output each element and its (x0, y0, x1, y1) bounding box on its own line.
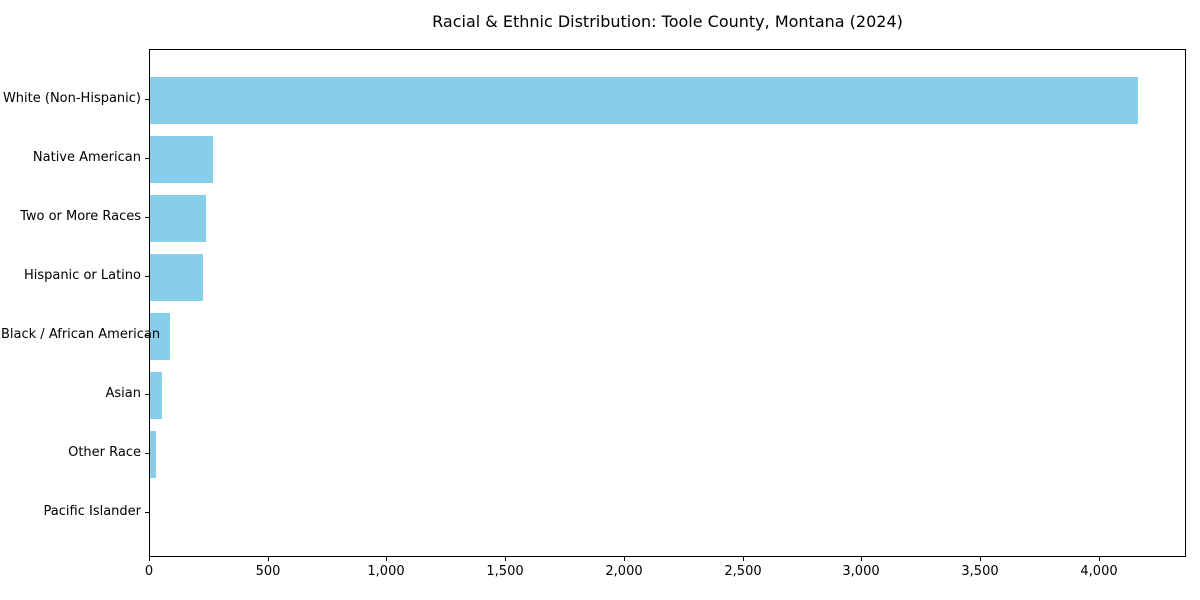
x-tick-mark (743, 557, 744, 561)
bar-white-non-hispanic (150, 76, 1138, 124)
y-tick-mark (145, 394, 149, 395)
y-tick-mark (145, 158, 149, 159)
y-tick-mark (145, 453, 149, 454)
y-tick-mark (145, 512, 149, 513)
x-tick-mark (624, 557, 625, 561)
y-label-asian: Asian (105, 386, 141, 401)
bar-asian (150, 371, 162, 419)
y-label-pacific-islander: Pacific Islander (43, 504, 141, 519)
x-tick-mark (980, 557, 981, 561)
y-tick-mark (145, 217, 149, 218)
y-label-white-non-hispanic: White (Non-Hispanic) (2, 91, 141, 106)
x-tick-label-3500: 3,500 (961, 564, 999, 579)
y-tick-mark (145, 335, 149, 336)
x-tick-label-2000: 2,000 (605, 564, 643, 579)
y-label-hispanic-or-latino: Hispanic or Latino (23, 268, 141, 283)
bar-other-race (150, 430, 156, 478)
bar-hispanic-or-latino (150, 253, 203, 301)
x-tick-label-2500: 2,500 (724, 564, 762, 579)
x-tick-label-1500: 1,500 (486, 564, 524, 579)
bar-black-african-american (150, 312, 170, 360)
chart-title: Racial & Ethnic Distribution: Toole Coun… (432, 12, 903, 31)
x-tick-label-1000: 1,000 (367, 564, 405, 579)
y-label-black-african-american: Black / African American (1, 327, 161, 342)
y-label-native-american: Native American (32, 150, 141, 165)
x-tick-mark (386, 557, 387, 561)
x-tick-label-3000: 3,000 (842, 564, 880, 579)
x-tick-mark (268, 557, 269, 561)
x-tick-mark (505, 557, 506, 561)
y-tick-mark (145, 276, 149, 277)
bar-two-or-more-races (150, 194, 206, 242)
y-label-two-or-more-races: Two or More Races (20, 209, 141, 224)
x-tick-mark (861, 557, 862, 561)
x-tick-mark (149, 557, 150, 561)
y-label-other-race: Other Race (68, 445, 141, 460)
x-tick-label-4000: 4,000 (1080, 564, 1118, 579)
x-tick-label-0: 0 (144, 564, 154, 579)
x-tick-mark (1099, 557, 1100, 561)
bar-native-american (150, 135, 213, 183)
plot-area (149, 49, 1186, 557)
y-tick-mark (145, 99, 149, 100)
x-tick-label-500: 500 (255, 564, 281, 579)
